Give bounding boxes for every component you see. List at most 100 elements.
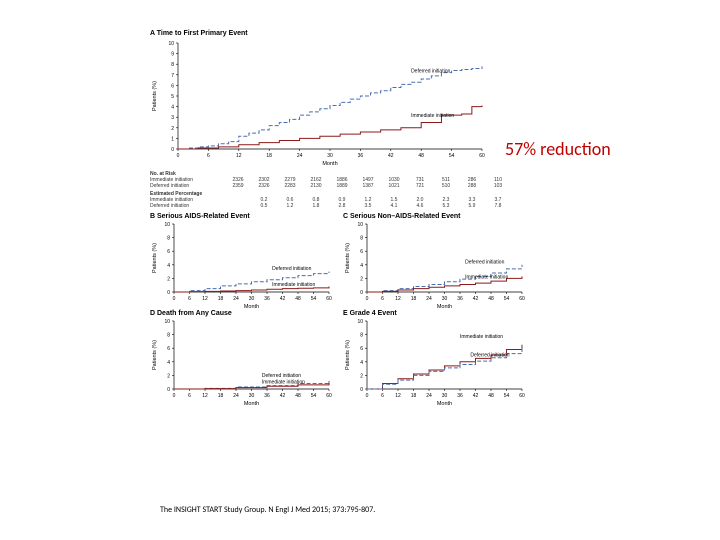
svg-text:48: 48 bbox=[488, 393, 494, 399]
panels-row-bc: B Serious AIDS-Related Event 06121824303… bbox=[150, 213, 530, 310]
risk-cell: 1387 bbox=[358, 183, 378, 189]
risk-cell: 2.8 bbox=[332, 203, 352, 209]
risk-cell: 2359 bbox=[228, 183, 248, 189]
panel-a-chart: 06121824303642485460012345678910MonthPat… bbox=[150, 37, 490, 167]
risk-cell: 4.1 bbox=[384, 203, 404, 209]
svg-text:Immediate initiation: Immediate initiation bbox=[411, 113, 454, 119]
svg-text:42: 42 bbox=[473, 393, 479, 399]
svg-text:30: 30 bbox=[442, 296, 448, 302]
svg-text:24: 24 bbox=[426, 296, 432, 302]
svg-text:30: 30 bbox=[249, 296, 255, 302]
svg-text:2: 2 bbox=[167, 373, 170, 379]
svg-text:10: 10 bbox=[357, 319, 363, 325]
svg-text:36: 36 bbox=[358, 153, 364, 159]
risk-row-label: Deferred initiation bbox=[150, 203, 222, 209]
svg-text:8: 8 bbox=[167, 333, 170, 339]
svg-text:6: 6 bbox=[167, 346, 170, 352]
risk-cell: 3.5 bbox=[358, 203, 378, 209]
svg-text:0: 0 bbox=[167, 290, 170, 296]
risk-cell: 721 bbox=[410, 183, 430, 189]
svg-text:6: 6 bbox=[360, 249, 363, 255]
risk-cell: 510 bbox=[436, 183, 456, 189]
svg-text:24: 24 bbox=[233, 393, 239, 399]
svg-text:8: 8 bbox=[167, 236, 170, 242]
svg-text:48: 48 bbox=[295, 296, 301, 302]
panel-d: D Death from Any Cause 06121824303642485… bbox=[150, 310, 337, 407]
svg-text:54: 54 bbox=[311, 296, 317, 302]
panel-d-chart: 061218243036424854600246810MonthPatients… bbox=[150, 317, 335, 407]
panel-a-risk-table: No. at RiskImmediate initiation232623022… bbox=[150, 171, 530, 209]
svg-text:60: 60 bbox=[326, 296, 332, 302]
svg-text:48: 48 bbox=[488, 296, 494, 302]
svg-text:5: 5 bbox=[171, 94, 174, 100]
svg-text:24: 24 bbox=[426, 393, 432, 399]
svg-text:54: 54 bbox=[311, 393, 317, 399]
svg-text:0: 0 bbox=[360, 387, 363, 393]
panel-c: C Serious Non–AIDS-Related Event 0612182… bbox=[343, 213, 530, 310]
risk-cell: 288 bbox=[462, 183, 482, 189]
svg-text:0: 0 bbox=[366, 393, 369, 399]
svg-text:7: 7 bbox=[171, 73, 174, 79]
svg-text:30: 30 bbox=[249, 393, 255, 399]
panel-c-chart: 061218243036424854600246810MonthPatients… bbox=[343, 220, 528, 310]
svg-text:60: 60 bbox=[479, 153, 485, 159]
svg-text:Patients (%): Patients (%) bbox=[152, 243, 158, 273]
panels-row-de: D Death from Any Cause 06121824303642485… bbox=[150, 310, 530, 407]
panel-b: B Serious AIDS-Related Event 06121824303… bbox=[150, 213, 337, 310]
risk-row-label: Deferred initiation bbox=[150, 183, 222, 189]
svg-text:2: 2 bbox=[171, 126, 174, 132]
svg-text:1: 1 bbox=[171, 136, 174, 142]
svg-text:4: 4 bbox=[360, 263, 363, 269]
svg-text:18: 18 bbox=[266, 153, 272, 159]
svg-text:60: 60 bbox=[519, 296, 525, 302]
svg-text:60: 60 bbox=[326, 393, 332, 399]
svg-text:4: 4 bbox=[167, 263, 170, 269]
figure-container: A Time to First Primary Event 0612182430… bbox=[150, 30, 530, 407]
svg-text:6: 6 bbox=[381, 393, 384, 399]
svg-text:12: 12 bbox=[202, 296, 208, 302]
panel-e: E Grade 4 Event 061218243036424854600246… bbox=[343, 310, 530, 407]
risk-cell: 1.8 bbox=[306, 203, 326, 209]
svg-text:8: 8 bbox=[360, 333, 363, 339]
svg-text:2: 2 bbox=[360, 276, 363, 282]
svg-text:Patients (%): Patients (%) bbox=[152, 340, 158, 370]
risk-cell: 5.3 bbox=[436, 203, 456, 209]
svg-text:Deferred initiation: Deferred initiation bbox=[262, 373, 301, 379]
svg-text:36: 36 bbox=[264, 393, 270, 399]
svg-text:10: 10 bbox=[357, 222, 363, 228]
svg-text:0: 0 bbox=[177, 153, 180, 159]
svg-text:3: 3 bbox=[171, 115, 174, 121]
svg-text:2: 2 bbox=[167, 276, 170, 282]
svg-text:6: 6 bbox=[188, 393, 191, 399]
svg-text:10: 10 bbox=[168, 41, 174, 47]
panel-a-title: A Time to First Primary Event bbox=[150, 30, 530, 37]
svg-text:4: 4 bbox=[167, 360, 170, 366]
svg-text:4: 4 bbox=[360, 360, 363, 366]
svg-text:24: 24 bbox=[233, 296, 239, 302]
svg-text:Deferred initiation: Deferred initiation bbox=[465, 259, 504, 265]
panel-b-chart: 061218243036424854600246810MonthPatients… bbox=[150, 220, 335, 310]
svg-text:12: 12 bbox=[395, 296, 401, 302]
svg-text:0: 0 bbox=[173, 393, 176, 399]
svg-text:12: 12 bbox=[236, 153, 242, 159]
svg-text:Deferred initiation: Deferred initiation bbox=[411, 69, 450, 75]
svg-text:2: 2 bbox=[360, 373, 363, 379]
svg-text:4: 4 bbox=[171, 105, 174, 111]
svg-text:Immediate initiation: Immediate initiation bbox=[262, 380, 305, 386]
svg-text:12: 12 bbox=[202, 393, 208, 399]
panel-d-title: D Death from Any Cause bbox=[150, 310, 337, 317]
svg-text:Deferred initiation: Deferred initiation bbox=[272, 266, 311, 272]
svg-text:48: 48 bbox=[418, 153, 424, 159]
svg-text:42: 42 bbox=[280, 393, 286, 399]
risk-cell: 1889 bbox=[332, 183, 352, 189]
svg-text:30: 30 bbox=[327, 153, 333, 159]
svg-text:18: 18 bbox=[218, 393, 224, 399]
risk-cell bbox=[228, 203, 248, 209]
svg-text:42: 42 bbox=[388, 153, 394, 159]
svg-text:Patients (%): Patients (%) bbox=[345, 243, 351, 273]
svg-text:24: 24 bbox=[297, 153, 303, 159]
risk-cell: 5.9 bbox=[462, 203, 482, 209]
svg-text:54: 54 bbox=[449, 153, 455, 159]
panel-c-title: C Serious Non–AIDS-Related Event bbox=[343, 213, 530, 220]
svg-text:Patients (%): Patients (%) bbox=[152, 81, 158, 111]
